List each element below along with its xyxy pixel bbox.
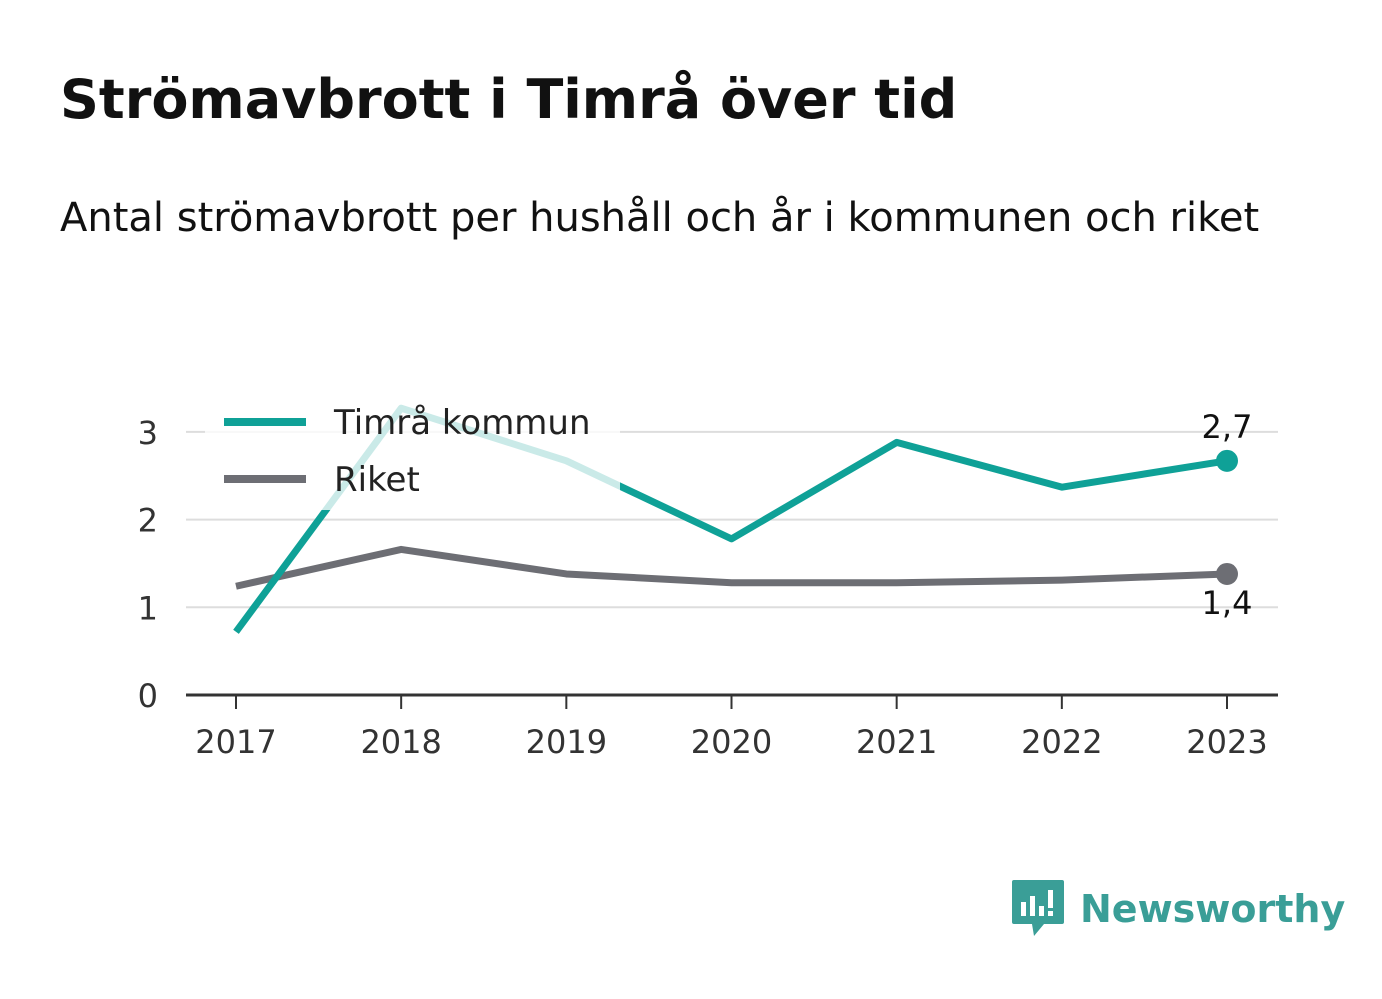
- x-tick-label: 2023: [1186, 723, 1267, 761]
- legend-backdrop: [205, 392, 620, 510]
- end-point-marker: [1216, 562, 1238, 585]
- x-tick-label: 2022: [1021, 723, 1102, 761]
- x-tick-label: 2021: [856, 723, 937, 761]
- x-axis: 2017 2018 2019 2020 2021 2022 2023: [186, 693, 1278, 761]
- end-value-label: 2,7: [1202, 408, 1253, 446]
- chart-subtitle: Antal strömavbrott per hushåll och år i …: [60, 195, 1260, 241]
- end-value-label: 1,4: [1202, 584, 1253, 622]
- newsworthy-brand: Newsworthy: [1010, 878, 1345, 940]
- y-tick-label: 0: [138, 677, 158, 715]
- y-tick-label: 3: [138, 414, 158, 452]
- newsworthy-logo-icon: [1012, 880, 1064, 936]
- legend-label: Riket: [334, 460, 420, 500]
- y-tick-label: 2: [138, 502, 158, 540]
- x-tick-label: 2018: [360, 723, 441, 761]
- legend: Timrå kommun Riket: [205, 392, 620, 510]
- chart-title: Strömavbrott i Timrå över tid: [60, 68, 958, 131]
- end-point-marker: [1216, 449, 1238, 472]
- legend-label: Timrå kommun: [333, 403, 591, 443]
- y-tick-label: 1: [138, 589, 158, 627]
- end-markers: 2,7 1,4: [1202, 408, 1253, 622]
- series-line-riket: [235, 545, 1228, 590]
- x-tick-label: 2017: [195, 723, 276, 761]
- x-tick-label: 2019: [526, 723, 607, 761]
- brand-name: Newsworthy: [1080, 887, 1346, 931]
- y-axis-ticks: 0 1 2 3: [138, 414, 158, 715]
- x-tick-label: 2020: [691, 723, 772, 761]
